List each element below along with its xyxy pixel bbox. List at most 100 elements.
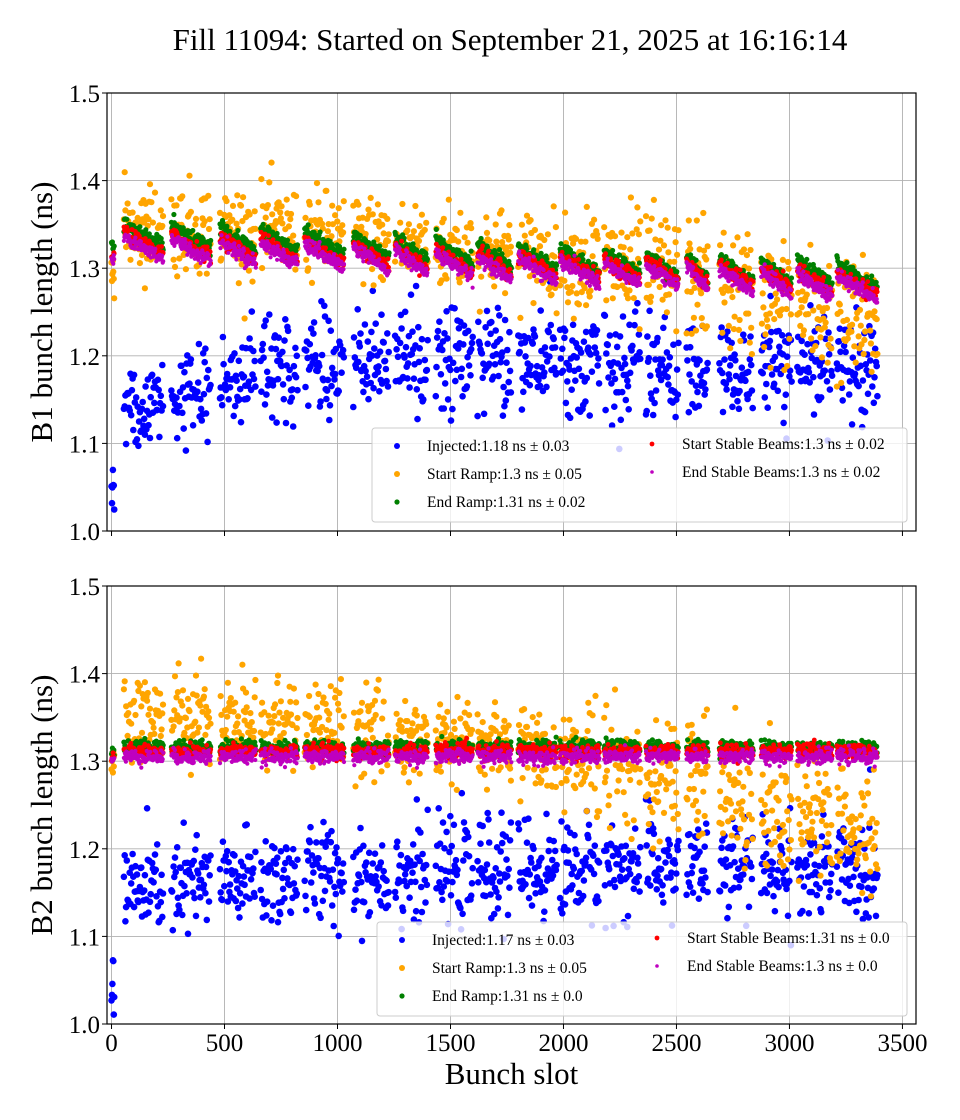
data-point <box>444 396 452 403</box>
data-point <box>726 362 734 369</box>
data-point <box>380 339 388 346</box>
data-point <box>620 244 627 251</box>
data-point <box>498 207 505 214</box>
data-point <box>703 323 711 330</box>
data-point <box>240 253 245 258</box>
data-point <box>544 231 552 238</box>
data-point <box>382 365 390 373</box>
data-point <box>149 219 156 226</box>
data-point <box>332 212 339 219</box>
data-point <box>425 270 430 275</box>
data-point <box>233 377 240 385</box>
data-point <box>822 335 829 343</box>
data-point <box>469 333 477 341</box>
data-point <box>635 331 643 338</box>
data-point <box>702 386 709 393</box>
data-point <box>111 295 118 302</box>
data-point <box>624 295 632 302</box>
data-point <box>219 333 227 341</box>
data-point <box>743 252 751 259</box>
data-point <box>284 327 292 335</box>
data-point <box>171 211 177 218</box>
data-point <box>458 256 464 262</box>
data-point <box>194 388 201 396</box>
data-point <box>206 216 213 223</box>
data-point <box>527 217 534 224</box>
data-point <box>318 351 326 359</box>
data-point <box>860 350 867 358</box>
data-point <box>788 275 795 281</box>
data-point <box>394 353 402 361</box>
data-point <box>266 233 271 239</box>
data-point <box>223 198 230 205</box>
data-point <box>278 203 285 210</box>
data-point <box>194 379 202 386</box>
data-point <box>670 341 677 349</box>
data-point <box>582 398 589 405</box>
data-point <box>133 235 138 240</box>
data-point <box>108 499 116 507</box>
data-point <box>355 201 362 208</box>
data-point <box>375 363 382 370</box>
data-point <box>424 256 430 262</box>
data-point <box>796 309 803 317</box>
data-point <box>366 260 371 265</box>
data-point <box>135 418 143 425</box>
data-point <box>717 242 724 249</box>
data-point <box>244 395 251 402</box>
data-point <box>531 247 537 253</box>
data-point <box>410 375 418 383</box>
data-point <box>655 246 663 253</box>
data-point <box>517 314 524 321</box>
data-point <box>503 359 510 367</box>
data-point <box>295 262 300 267</box>
data-point <box>624 382 632 390</box>
data-point <box>828 345 835 352</box>
data-point <box>326 402 334 409</box>
data-point <box>324 228 331 235</box>
data-point <box>305 402 312 410</box>
data-point <box>845 391 853 398</box>
data-point <box>763 380 770 388</box>
data-point <box>660 324 667 332</box>
data-point <box>142 236 148 241</box>
data-point <box>828 372 836 380</box>
data-point <box>464 353 471 361</box>
data-point <box>335 387 343 395</box>
data-point <box>692 382 700 390</box>
data-point <box>734 234 741 241</box>
data-point <box>410 228 417 235</box>
data-point <box>848 421 856 428</box>
data-point <box>197 405 205 413</box>
data-point <box>737 337 744 345</box>
data-point <box>416 223 423 230</box>
data-point <box>246 211 253 218</box>
data-point <box>547 284 554 291</box>
data-point <box>547 321 555 329</box>
data-point <box>159 213 167 220</box>
data-point <box>564 284 571 291</box>
data-point <box>450 252 456 258</box>
data-point <box>631 308 639 315</box>
data-point <box>235 227 241 234</box>
data-point <box>859 377 867 384</box>
data-point <box>168 196 175 203</box>
data-point <box>218 246 223 251</box>
data-point <box>551 253 558 260</box>
data-point <box>259 340 267 348</box>
data-point <box>195 340 203 348</box>
data-point <box>205 225 213 233</box>
data-point <box>501 316 509 324</box>
data-point <box>482 324 489 331</box>
data-point <box>812 343 819 350</box>
data-point <box>770 380 778 388</box>
data-point <box>643 407 650 415</box>
data-point <box>417 254 423 260</box>
data-point <box>341 262 347 267</box>
data-point <box>867 340 875 347</box>
data-point <box>589 253 596 260</box>
data-point <box>289 386 296 393</box>
data-point <box>781 403 788 411</box>
data-point <box>340 198 347 205</box>
data-point <box>686 240 693 247</box>
